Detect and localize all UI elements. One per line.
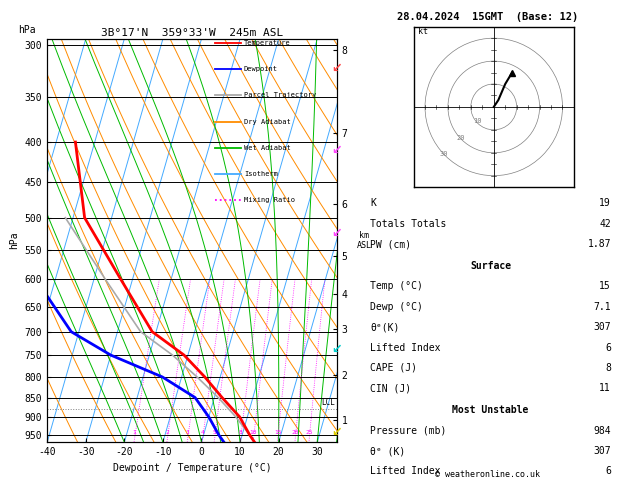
Text: 3: 3 [186, 430, 189, 434]
Text: 15: 15 [599, 281, 611, 291]
Text: Lifted Index: Lifted Index [370, 467, 441, 476]
Text: 1.87: 1.87 [587, 239, 611, 249]
Text: ↙: ↙ [331, 144, 342, 157]
Text: LCL: LCL [321, 398, 335, 407]
Text: 25: 25 [306, 430, 313, 434]
Text: 30: 30 [440, 152, 448, 157]
Text: Temp (°C): Temp (°C) [370, 281, 423, 291]
Text: 1: 1 [133, 430, 136, 434]
Text: θᵉ (K): θᵉ (K) [370, 446, 406, 456]
Y-axis label: km
ASL: km ASL [357, 231, 371, 250]
Text: kt: kt [418, 27, 428, 35]
Text: 984: 984 [593, 426, 611, 435]
Text: 20: 20 [457, 135, 465, 141]
Text: Surface: Surface [470, 261, 511, 271]
Text: CIN (J): CIN (J) [370, 383, 411, 393]
Text: Parcel Trajectory: Parcel Trajectory [244, 92, 316, 98]
Text: 42: 42 [599, 219, 611, 228]
Text: Dewpoint: Dewpoint [244, 66, 278, 72]
Text: K: K [370, 198, 376, 208]
Text: 11: 11 [599, 383, 611, 393]
Text: 5: 5 [213, 430, 216, 434]
Text: 7.1: 7.1 [593, 302, 611, 312]
Text: Pressure (mb): Pressure (mb) [370, 426, 447, 435]
Text: Wet Adiabat: Wet Adiabat [244, 145, 291, 151]
Text: © weatheronline.co.uk: © weatheronline.co.uk [435, 469, 540, 479]
Text: PW (cm): PW (cm) [370, 239, 411, 249]
Text: 6: 6 [605, 343, 611, 352]
Text: Mixing Ratio: Mixing Ratio [244, 197, 295, 203]
Text: Totals Totals: Totals Totals [370, 219, 447, 228]
Text: 307: 307 [593, 322, 611, 332]
Text: 28.04.2024  15GMT  (Base: 12): 28.04.2024 15GMT (Base: 12) [397, 12, 578, 22]
Text: Most Unstable: Most Unstable [452, 405, 529, 415]
Text: Isotherm: Isotherm [244, 171, 278, 177]
Text: Lifted Index: Lifted Index [370, 343, 441, 352]
Text: 2: 2 [165, 430, 169, 434]
Text: hPa: hPa [18, 25, 36, 35]
Y-axis label: hPa: hPa [9, 232, 19, 249]
Text: CAPE (J): CAPE (J) [370, 363, 417, 373]
X-axis label: Dewpoint / Temperature (°C): Dewpoint / Temperature (°C) [113, 463, 271, 473]
Text: θᵉ(K): θᵉ(K) [370, 322, 399, 332]
Text: 10: 10 [250, 430, 257, 434]
Text: 15: 15 [274, 430, 281, 434]
Text: ↙: ↙ [331, 227, 342, 240]
Text: Dewp (°C): Dewp (°C) [370, 302, 423, 312]
Text: 10: 10 [473, 119, 482, 124]
Text: ↙: ↙ [331, 426, 342, 439]
Text: 4: 4 [201, 430, 204, 434]
Title: 3B°17'N  359°33'W  245m ASL: 3B°17'N 359°33'W 245m ASL [101, 28, 283, 38]
Text: 8: 8 [239, 430, 243, 434]
Text: 307: 307 [593, 446, 611, 456]
Text: ↙: ↙ [331, 62, 342, 74]
Text: ↙: ↙ [331, 344, 342, 356]
Text: Temperature: Temperature [244, 40, 291, 46]
Text: 8: 8 [605, 363, 611, 373]
Text: 6: 6 [605, 467, 611, 476]
Text: Dry Adiabat: Dry Adiabat [244, 119, 291, 124]
Text: 19: 19 [599, 198, 611, 208]
Text: 20: 20 [291, 430, 299, 434]
